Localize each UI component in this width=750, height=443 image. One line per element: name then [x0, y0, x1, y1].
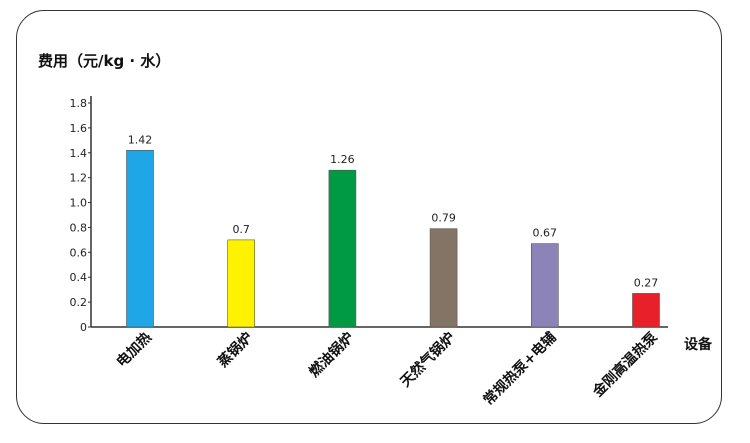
y-tick-label: 0.4 [70, 271, 88, 284]
y-ticks: 0 0.2 0.4 0.6 0.8 1.0 1.2 1.4 1.6 1.8 [70, 97, 91, 334]
y-tick-label: 1.0 [70, 197, 88, 210]
y-tick-label: 0.8 [70, 221, 88, 234]
x-axis-label: 设备 [684, 336, 713, 353]
bar [632, 293, 660, 328]
bars [126, 149, 660, 328]
y-tick-label: 0.6 [70, 246, 88, 259]
y-tick-label: 0 [80, 321, 87, 334]
category-labels: 电加热 蒸锅炉 燃油锅炉 天然气锅炉 常规热泵+电辅 金刚高温热泵 [113, 329, 661, 409]
data-label: 1.42 [128, 133, 153, 146]
y-tick-label: 1.6 [70, 122, 88, 135]
axes [90, 96, 668, 328]
y-axis-label: 费用（元/kg · 水） [38, 52, 170, 70]
data-label: 1.26 [330, 153, 355, 166]
data-label: 0.27 [634, 276, 659, 289]
data-label: 0.7 [232, 223, 250, 236]
data-labels: 1.42 0.7 1.26 0.79 0.67 0.27 [128, 133, 659, 289]
bar [227, 239, 255, 328]
chart-frame [16, 10, 722, 424]
bar [429, 228, 458, 328]
category-label: 电加热 [113, 329, 155, 371]
y-tick-label: 1.4 [70, 147, 88, 160]
category-label: 金刚高温热泵 [589, 329, 661, 401]
category-label: 天然气锅炉 [397, 329, 459, 391]
bar [530, 243, 559, 328]
data-label: 0.79 [431, 212, 456, 225]
data-label: 0.67 [533, 227, 558, 240]
bar [328, 169, 357, 328]
y-tick-label: 1.2 [70, 172, 88, 185]
category-label: 燃油锅炉 [306, 329, 358, 381]
y-tick-label: 1.8 [70, 97, 88, 110]
bar [126, 149, 154, 328]
category-label: 蒸锅炉 [214, 329, 256, 371]
y-tick-label: 0.2 [70, 296, 88, 309]
category-label: 常规热泵+电辅 [480, 329, 560, 409]
